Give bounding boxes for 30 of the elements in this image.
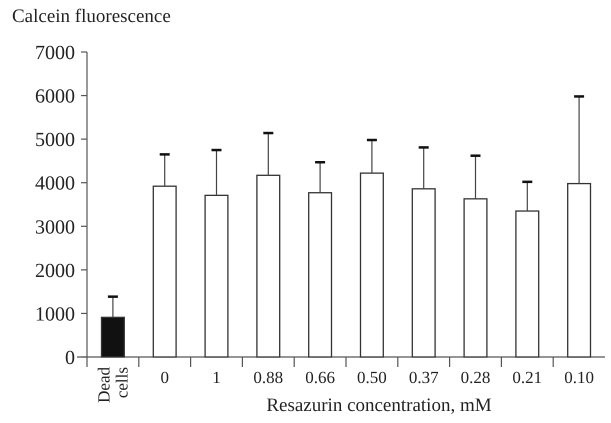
bar — [256, 174, 280, 358]
bar — [308, 192, 332, 358]
bar — [412, 188, 436, 358]
bar — [204, 194, 229, 358]
y-tick-label: 2000 — [35, 260, 75, 282]
x-tick-label: Dead cells — [94, 366, 132, 403]
x-tick-label: 0.88 — [253, 368, 284, 387]
bar — [515, 210, 540, 358]
y-tick-label: 3000 — [35, 216, 75, 238]
x-tick-label: 0.10 — [564, 368, 594, 387]
bar — [100, 316, 125, 358]
x-tick-label: 0.37 — [408, 368, 440, 387]
y-tick-label: 4000 — [35, 172, 75, 195]
x-tick-label: 1 — [212, 368, 221, 387]
bar — [567, 182, 592, 358]
x-tick-label: 0.28 — [460, 368, 490, 387]
x-tick-label: 0.50 — [357, 368, 387, 387]
y-tick-label: 1000 — [35, 303, 75, 326]
x-tick-label: 0.21 — [512, 368, 542, 387]
x-axis-title: Resazurin concentration, mM — [266, 395, 492, 416]
y-tick-label: 6000 — [35, 86, 75, 108]
x-tick-label: 0.66 — [305, 368, 335, 387]
bar — [360, 172, 384, 358]
y-axis-title: Calcein fluorescence — [12, 6, 171, 27]
bar — [152, 186, 177, 358]
bar — [463, 198, 488, 358]
y-tick-label: 0 — [65, 347, 75, 369]
y-tick-label: 5000 — [35, 129, 75, 152]
y-tick-label: 7000 — [35, 42, 75, 64]
x-tick-label: 0 — [160, 368, 169, 387]
